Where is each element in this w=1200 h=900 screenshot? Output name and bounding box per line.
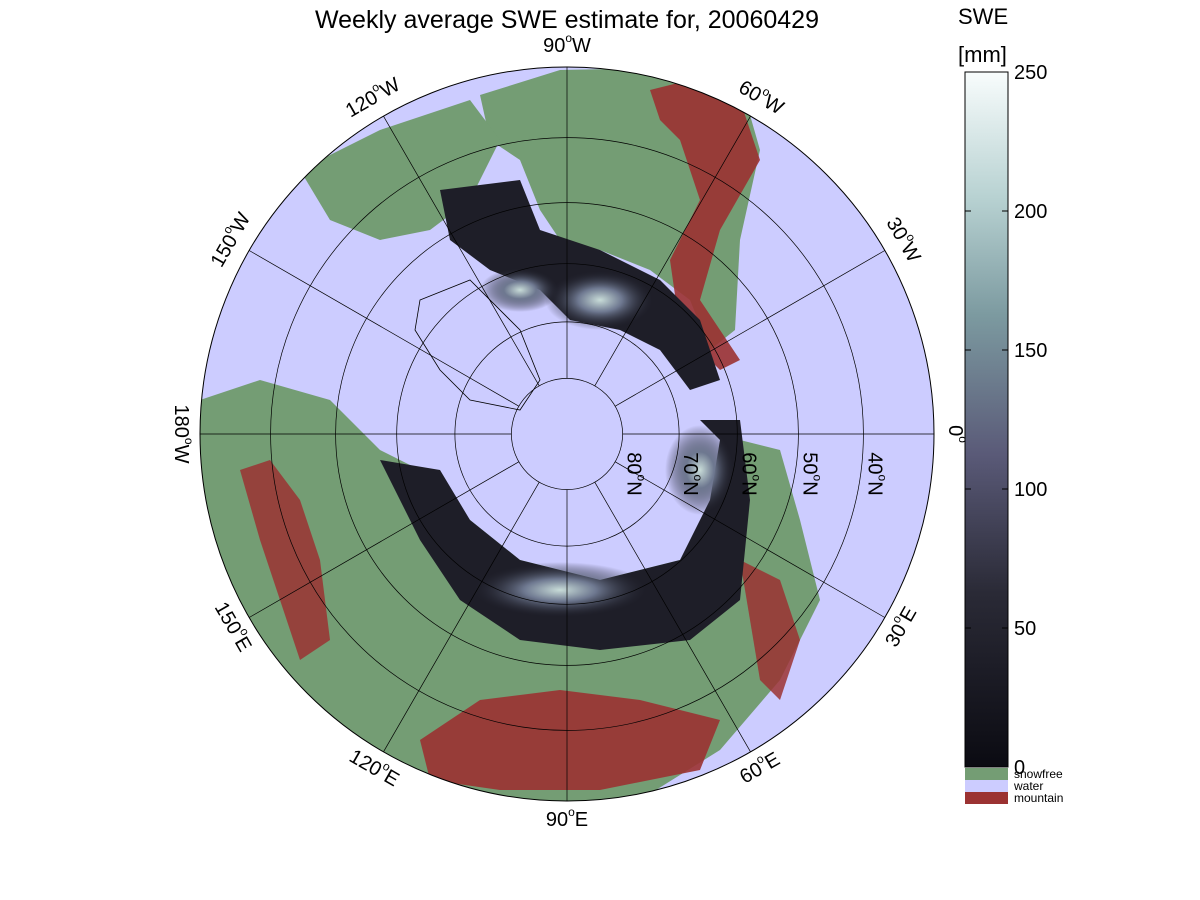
meridian-line: [594, 482, 751, 752]
latitude-value: 40: [863, 452, 885, 474]
meridian-line: [249, 250, 519, 407]
longitude-hemisphere: E: [761, 748, 784, 774]
legend-label-mountain: mountain: [1014, 791, 1063, 805]
longitude-label: 90oW: [543, 31, 591, 57]
longitude-label: 0o: [944, 425, 970, 443]
graticule: [200, 67, 934, 801]
latitude-hemisphere: N: [863, 481, 885, 495]
latitude-hemisphere: N: [622, 481, 644, 495]
longitude-hemisphere: E: [230, 633, 256, 656]
longitude-value: 60: [735, 77, 765, 107]
degree-sign: o: [749, 475, 763, 482]
latitude-value: 60: [737, 452, 759, 474]
degree-sign: o: [182, 438, 196, 445]
map-border: [199, 66, 935, 802]
latitude-value: 70: [679, 452, 701, 474]
meridian-line: [615, 461, 885, 618]
latitude-hemisphere: N: [679, 481, 701, 495]
degree-sign: o: [875, 475, 889, 482]
meridian-line: [615, 250, 885, 407]
swe-high-east: [665, 425, 735, 515]
meridian-line: [383, 116, 540, 386]
longitude-value: 150: [207, 231, 243, 271]
polar-map: 90oW120oW150oW180oW150oE120oE90oE60oE30o…: [170, 31, 970, 831]
colorbar-label: SWE: [958, 4, 1008, 29]
colorbar-tick-label: 150: [1014, 340, 1047, 362]
meridian-line: [383, 482, 540, 752]
mountain-europe: [240, 460, 330, 660]
swe-high-hudson: [480, 268, 560, 312]
longitude-value: 0: [944, 425, 966, 436]
map-title: Weekly average SWE estimate for, 2006042…: [315, 6, 819, 34]
latitude-label: 50oN: [798, 452, 824, 495]
colorbar-tick-label: 250: [1014, 62, 1047, 84]
degree-sign: o: [634, 475, 648, 482]
colorbar: SWE [mm] 0 50 100 150 200 250 snowfreewatermo…: [958, 4, 1063, 805]
degree-sign: o: [691, 475, 705, 482]
degree-sign: o: [568, 805, 575, 819]
legend-swatch-mountain: [965, 792, 1008, 804]
greenland-ice: [414, 279, 541, 411]
latitude-label: 70oN: [679, 452, 705, 495]
longitude-hemisphere: W: [572, 35, 591, 57]
latitude-hemisphere: N: [737, 481, 759, 495]
longitude-value: 180: [170, 405, 192, 438]
meridian-line: [249, 461, 519, 618]
latitude-label: 60oN: [737, 452, 763, 495]
degree-sign: o: [565, 31, 572, 45]
legend-label-snowfree: snowfree: [1014, 767, 1063, 781]
latitude-hemisphere: N: [798, 481, 820, 495]
legend-swatch-water: [965, 780, 1008, 792]
degree-sign: o: [956, 436, 970, 443]
swe-high-siberia: [470, 562, 650, 618]
latitude-value: 50: [798, 452, 820, 474]
legend-swatch-snowfree: [965, 768, 1008, 780]
longitude-label: 180oW: [170, 405, 196, 464]
colorbar-tick-label: 100: [1014, 479, 1047, 501]
latitude-value: 80: [622, 452, 644, 474]
colorbar-unit: [mm]: [958, 42, 1007, 67]
longitude-value: 120: [345, 746, 385, 782]
colorbar-tick-label: 50: [1014, 618, 1036, 640]
longitude-value: 90: [543, 35, 565, 57]
meridian-line: [594, 116, 751, 386]
colorbar-tick-label: 0: [1014, 757, 1025, 779]
legend-label-water: water: [1013, 779, 1043, 793]
polar-cap: [505, 372, 629, 496]
longitude-hemisphere: W: [377, 74, 404, 103]
longitude-value: 90: [546, 809, 568, 831]
degree-sign: o: [810, 475, 824, 482]
longitude-hemisphere: W: [170, 445, 192, 464]
colorbar-tick-label: 200: [1014, 201, 1047, 223]
longitude-hemisphere: W: [896, 239, 925, 266]
longitude-label: 90oE: [546, 805, 588, 831]
latitude-label: 80oN: [622, 452, 648, 495]
swe-high-canada: [545, 270, 655, 330]
mountain-asia: [420, 690, 720, 790]
colorbar-gradient: [964, 71, 1009, 768]
latitude-label: 40oN: [863, 452, 889, 495]
mountain-east-asia: [740, 560, 800, 700]
longitude-value: 30: [881, 621, 911, 651]
longitude-hemisphere: E: [575, 809, 588, 831]
colorbar-ticks: 0 50 100 150 200 250: [965, 62, 1047, 779]
